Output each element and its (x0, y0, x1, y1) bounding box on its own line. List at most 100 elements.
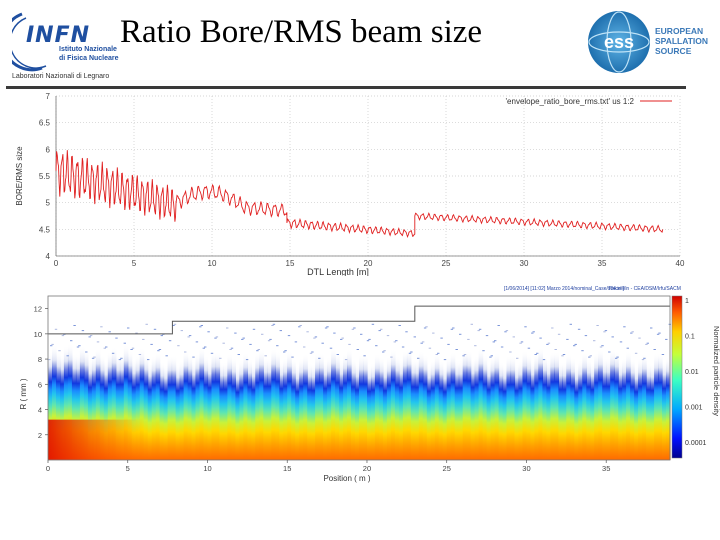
ess-line-1: EUROPEAN (655, 26, 704, 36)
heatmap-halo-mark (48, 359, 51, 361)
heatmap-halo-mark (520, 341, 524, 343)
heatmap-halo-mark (147, 359, 150, 361)
heatmap-column (610, 348, 615, 460)
heatmap-halo-mark (366, 340, 370, 342)
heatmap-halo-mark (459, 333, 462, 335)
heatmap-halo-mark (623, 326, 626, 328)
heatmap-halo-mark (665, 338, 668, 340)
heatmap-column (143, 354, 149, 460)
heatmap-column (654, 353, 659, 460)
heatmap-column (363, 354, 368, 460)
infn-lab-name: Laboratori Nazionali di Legnaro (12, 73, 110, 80)
heatmap-column (351, 358, 356, 460)
heatmap-column (271, 348, 276, 460)
heatmap-halo-mark (234, 332, 237, 334)
heatmap-halo-mark (573, 345, 576, 347)
ess-line-3: SOURCE (655, 46, 692, 56)
heatmap-column (538, 347, 543, 460)
heatmap-column (390, 349, 396, 460)
heatmap-halo-mark (333, 332, 336, 334)
heatmap-column (199, 347, 205, 460)
heatmap-halo-mark (611, 336, 614, 338)
heatmap-halo-mark (85, 351, 88, 353)
top-y-tick-label: 6.5 (39, 119, 51, 128)
heatmap-column (371, 362, 376, 460)
heatmap-halo-mark (135, 332, 138, 334)
heatmap-column (48, 351, 53, 460)
heatmap-column (394, 355, 400, 460)
heatmap-column (251, 362, 256, 460)
heatmap-halo-mark (130, 349, 133, 350)
heatmap-halo-mark (398, 325, 401, 326)
heatmap-halo-mark (589, 355, 592, 357)
heatmap-column (319, 352, 324, 460)
heatmap-column (514, 363, 520, 460)
heatmap-halo-mark (120, 357, 123, 359)
heatmap-halo-mark (276, 345, 279, 347)
heatmap-column (347, 348, 352, 460)
heatmap-halo-mark (340, 338, 343, 340)
heatmap-column (335, 352, 340, 460)
heatmap-halo-mark (341, 337, 344, 339)
heatmap-halo-mark (284, 350, 287, 352)
heatmap-halo-mark (462, 355, 465, 357)
heatmap-column (219, 361, 224, 460)
heatmap-column (402, 350, 408, 460)
ess-wordmark: EUROPEAN SPALLATION SOURCE (655, 26, 708, 56)
heatmap-halo-mark (477, 330, 480, 332)
heatmap-x-tick-label: 35 (602, 464, 610, 473)
heatmap-halo-mark (336, 354, 339, 355)
heatmap-column (179, 360, 185, 460)
heatmap-halo-mark (536, 352, 539, 354)
heatmap-halo-mark (566, 338, 569, 340)
heatmap-column (482, 354, 488, 460)
heatmap-halo-mark (405, 331, 408, 333)
heatmap-halo-mark (324, 327, 328, 329)
heatmap-column (530, 360, 535, 460)
heatmap-halo-mark (463, 354, 467, 355)
heatmap-halo-mark (593, 340, 596, 342)
top-x-tick-label: 25 (442, 259, 451, 268)
heatmap-halo-mark (519, 342, 522, 344)
heatmap-halo-mark (638, 337, 641, 339)
heatmap-x-tick-label: 10 (203, 464, 211, 473)
heatmap-halo-mark (123, 342, 126, 344)
top-x-tick-label: 40 (676, 259, 685, 268)
ess-line-2: SPALLATION (655, 36, 709, 46)
heatmap-column (574, 365, 579, 460)
heatmap-column (183, 350, 189, 460)
top-x-tick-label: 15 (286, 259, 295, 268)
heatmap-halo-mark (252, 328, 256, 330)
heatmap-halo-mark (115, 337, 118, 339)
heatmap-halo-mark (455, 349, 458, 350)
heatmap-column (131, 359, 137, 460)
heatmap-halo-mark (202, 347, 205, 349)
heatmap-halo-mark (91, 357, 95, 359)
heatmap-column (107, 351, 113, 460)
heatmap-halo-mark (303, 346, 306, 348)
heatmap-column (175, 363, 181, 460)
heatmap-column (119, 354, 125, 460)
heatmap-column (343, 353, 348, 460)
heatmap-colorbar: 1 0.1 0.01 0.001 0.0001 (671, 295, 707, 459)
heatmap-halo-mark (603, 331, 606, 333)
heatmap-column (215, 351, 221, 460)
heatmap-halo-mark (450, 328, 454, 330)
heatmap-column (75, 353, 81, 460)
heatmap-colorbar-tick-label: 1 (685, 298, 689, 305)
heatmap-column (115, 355, 121, 460)
heatmap-halo-mark (368, 338, 371, 340)
heatmap-x-tick-label: 20 (363, 464, 371, 473)
heatmap-colorbar-tick-label: 0.0001 (685, 440, 707, 447)
heatmap-halo-mark (577, 328, 581, 330)
heatmap-column (299, 357, 304, 460)
heatmap-column (478, 347, 484, 460)
heatmap-halo-mark (192, 356, 195, 358)
heatmap-column (103, 360, 109, 460)
heatmap-halo-mark (150, 343, 153, 345)
heatmap-halo-mark (378, 330, 381, 332)
heatmap-halo-mark (51, 343, 54, 345)
heatmap-halo-mark (241, 338, 244, 340)
heatmap-halo-mark (557, 333, 561, 335)
heatmap-halo-mark (363, 355, 366, 357)
